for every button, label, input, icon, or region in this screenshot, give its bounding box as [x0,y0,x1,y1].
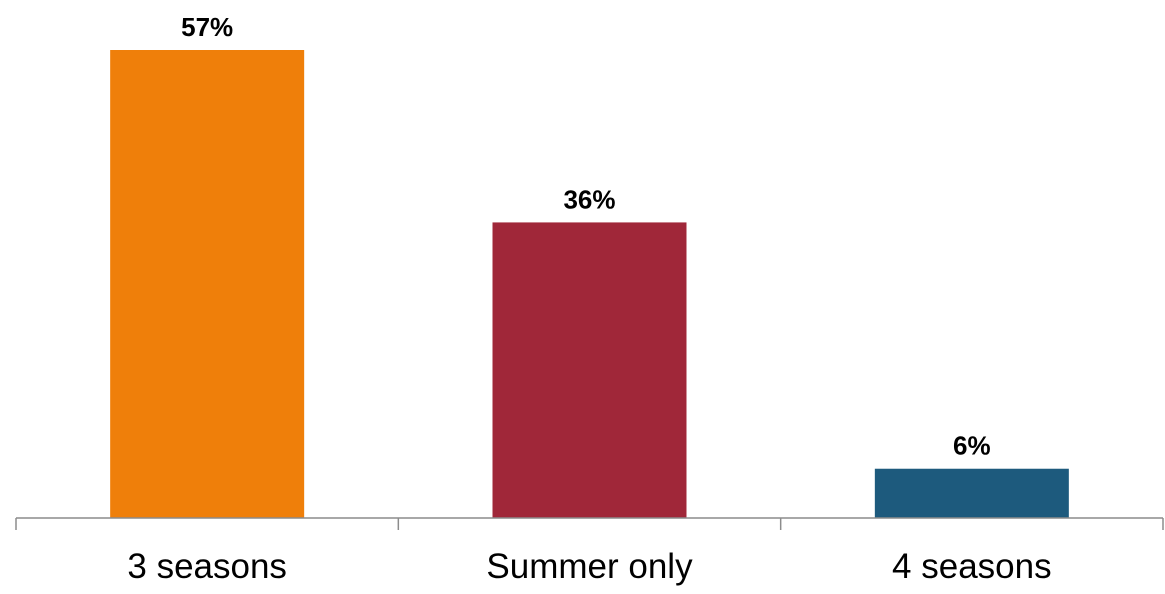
bar-3-seasons [110,50,305,518]
bar-4-seasons [874,468,1069,518]
category-label-summer-only: Summer only [486,547,693,586]
category-labels-layer: 3 seasons Summer only 4 seasons [127,547,1051,586]
value-label-summer-only: 36% [563,184,615,214]
category-label-4-seasons: 4 seasons [892,547,1052,586]
value-label-4-seasons: 6% [953,431,991,461]
bar-summer-only [492,222,687,518]
x-axis [15,517,1164,530]
value-labels-layer: 57% 36% 6% [181,12,990,461]
value-label-3-seasons: 57% [181,12,233,42]
category-label-3-seasons: 3 seasons [127,547,287,586]
bars-layer [110,50,1069,518]
